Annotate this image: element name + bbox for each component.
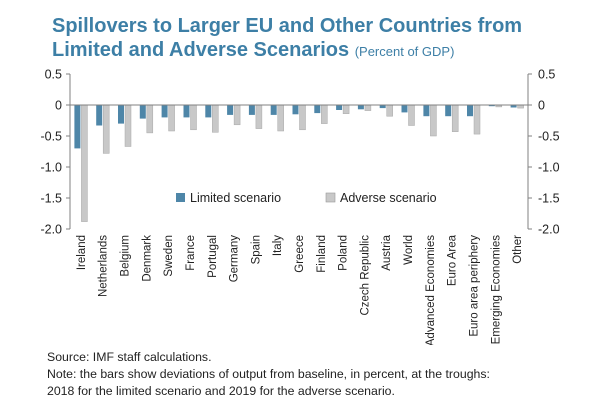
bar-limited <box>379 105 386 109</box>
y-tick-label-left: -0.5 <box>40 130 62 144</box>
bar-limited <box>205 105 212 118</box>
bar-adverse <box>212 104 219 133</box>
x-tick-label: Greece <box>294 235 306 273</box>
limited-series <box>74 105 517 149</box>
x-tick-label: World <box>403 235 415 265</box>
x-tick-label: Euro Area <box>447 234 459 286</box>
bar-adverse <box>190 104 197 131</box>
bar-adverse <box>146 104 154 134</box>
y-tick-label-left: 0.5 <box>45 68 62 82</box>
bar-limited <box>467 105 473 117</box>
bar-limited <box>270 105 277 115</box>
bar-adverse <box>342 104 350 114</box>
x-tick-label: Sweden <box>163 235 175 277</box>
bar-limited <box>161 105 168 118</box>
bar-adverse <box>408 104 415 126</box>
x-tick-label: Advanced Economies <box>425 235 437 345</box>
bar-adverse <box>277 104 284 132</box>
legend-swatch-limited <box>176 193 185 202</box>
bar-limited <box>227 105 234 115</box>
bar-limited <box>445 105 452 117</box>
legend: Limited scenario Adverse scenario <box>176 191 437 205</box>
bar-adverse <box>451 104 459 132</box>
bar-limited <box>183 105 190 118</box>
x-tick-label: Germany <box>229 235 241 283</box>
x-tick-label: Other <box>512 235 524 264</box>
bar-limited <box>401 105 408 113</box>
y-tick-label-left: -1.0 <box>40 161 62 175</box>
note-line-1: Note: the bars show deviations of output… <box>47 367 490 381</box>
bar-chart: 0.5 0 -0.5 -1.0 -1.5 -2.0 0.5 0 -0.5 -1.0 -1.5 -2.… <box>40 68 560 346</box>
x-tick-label: Emerging Economies <box>490 235 502 345</box>
x-tick-label: Ireland <box>76 235 88 270</box>
bar-limited <box>292 105 299 115</box>
bar-adverse <box>233 104 241 126</box>
x-tick-label: Spain <box>250 235 262 264</box>
y-tick-label-right: -1.0 <box>538 161 560 175</box>
x-axis-labels: Ireland Netherlands Belgium Denmark Sweden Fr… <box>76 234 524 345</box>
bar-adverse <box>364 104 372 111</box>
chart-title-line1: Spillovers to Larger EU and Other Countr… <box>52 15 523 37</box>
legend-swatch-adverse <box>325 192 336 203</box>
x-tick-label: Belgium <box>120 235 132 277</box>
bar-limited <box>74 105 81 149</box>
bar-adverse <box>81 104 88 222</box>
bar-limited <box>96 105 103 126</box>
y-tick-label-left: 0 <box>55 99 62 113</box>
x-tick-label: Netherlands <box>98 235 110 297</box>
chart-notes: Source: IMF staff calculations. Note: th… <box>47 349 587 400</box>
x-tick-label: Czech Republic <box>359 235 371 316</box>
source-note: Source: IMF staff calculations. <box>47 350 212 364</box>
y-axis-left: 0.5 0 -0.5 -1.0 -1.5 -2.0 <box>40 68 70 237</box>
y-tick-label-right: 0 <box>538 99 545 113</box>
bar-limited <box>336 105 343 110</box>
bar-adverse <box>386 104 393 117</box>
bar-limited <box>118 105 124 124</box>
legend-label-adverse: Adverse scenario <box>340 191 437 205</box>
bar-adverse <box>473 104 481 135</box>
bar-limited <box>357 105 364 110</box>
x-tick-label: Poland <box>338 235 350 271</box>
bar-limited <box>423 105 430 117</box>
legend-label-limited: Limited scenario <box>190 191 281 205</box>
y-axis-right: 0.5 0 -0.5 -1.0 -1.5 -2.0 <box>528 68 560 237</box>
bar-limited <box>139 105 146 119</box>
chart-title-line2: Limited and Adverse Scenarios (Percent o… <box>52 38 572 64</box>
bar-adverse <box>430 104 437 137</box>
y-tick-label-left: -1.5 <box>40 192 62 206</box>
y-tick-label-right: -1.5 <box>538 192 560 206</box>
bar-limited <box>248 105 255 115</box>
bar-adverse <box>321 104 328 124</box>
y-tick-label-left: -2.0 <box>40 223 62 237</box>
bar-adverse <box>102 104 110 154</box>
x-tick-label: Euro area periphery <box>469 235 481 337</box>
y-tick-label-right: 0.5 <box>538 68 555 82</box>
chart-title: Spillovers to Larger EU and Other Countr… <box>52 14 572 64</box>
x-tick-label: France <box>185 235 197 271</box>
x-tick-label: Italy <box>272 235 284 256</box>
bar-adverse <box>299 104 306 131</box>
note-line-2: 2018 for the limited scenario and 2019 f… <box>47 384 395 398</box>
adverse-series <box>81 104 524 222</box>
bar-adverse <box>168 104 175 132</box>
bar-limited <box>314 105 321 114</box>
x-tick-label: Denmark <box>141 235 153 282</box>
chart-subtitle: (Percent of GDP) <box>354 44 455 59</box>
x-tick-label: Austria <box>381 234 393 270</box>
x-tick-label: Finland <box>316 235 328 273</box>
chart-title-line2-text: Limited and Adverse Scenarios <box>52 39 350 61</box>
bar-limited <box>488 105 495 107</box>
y-tick-label-right: -2.0 <box>538 223 560 237</box>
y-tick-label-right: -0.5 <box>538 130 560 144</box>
x-tick-label: Portugal <box>207 235 219 278</box>
axes <box>69 74 529 229</box>
bar-adverse <box>124 104 132 147</box>
bar-adverse <box>255 104 263 129</box>
bar-limited <box>510 105 517 108</box>
